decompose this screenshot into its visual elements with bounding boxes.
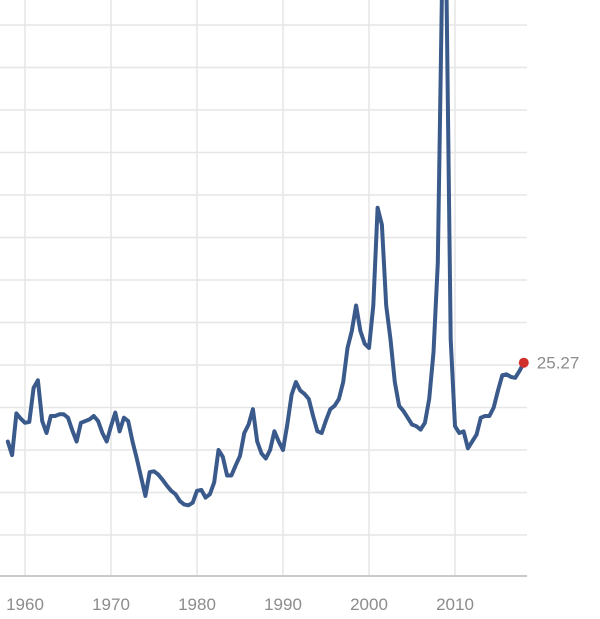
last-value-label: 25.27 <box>537 354 580 373</box>
x-tick-label: 2000 <box>350 595 388 614</box>
x-tick-label: 2010 <box>436 595 474 614</box>
last-value-marker: 25.27 <box>518 354 580 373</box>
x-tick-label: 1970 <box>92 595 130 614</box>
last-value-dot <box>518 357 529 368</box>
plot-area <box>5 0 526 508</box>
x-tick-label: 1990 <box>264 595 302 614</box>
series-line <box>5 0 526 508</box>
x-tick-label: 1960 <box>6 595 44 614</box>
x-tick-label: 1980 <box>178 595 216 614</box>
x-axis: 1960 1970 1980 1990 2000 2010 <box>0 575 527 614</box>
gridlines <box>0 0 527 576</box>
